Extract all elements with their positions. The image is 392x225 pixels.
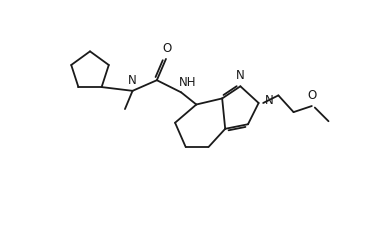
Text: O: O bbox=[308, 89, 317, 102]
Text: NH: NH bbox=[179, 76, 196, 89]
Text: N: N bbox=[128, 74, 137, 87]
Text: N: N bbox=[265, 94, 274, 107]
Text: O: O bbox=[163, 42, 172, 55]
Text: N: N bbox=[236, 69, 244, 82]
